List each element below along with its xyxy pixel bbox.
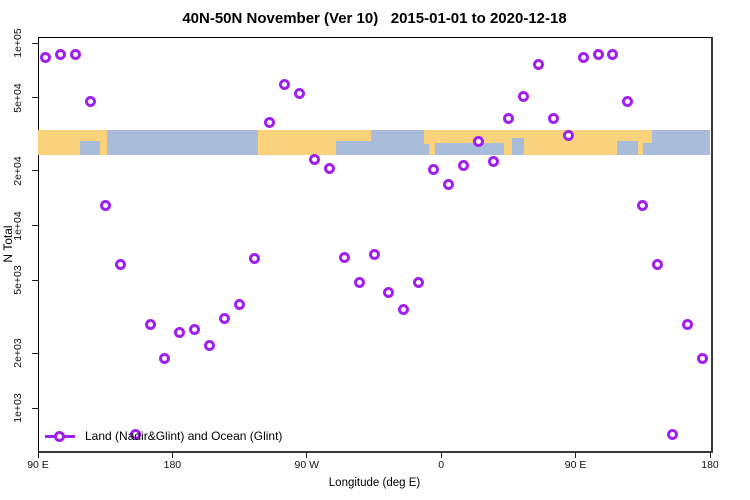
data-point xyxy=(338,251,350,263)
data-point xyxy=(249,252,261,264)
legend-label: Land (Nadir&Glint) and Ocean (Glint) xyxy=(85,429,283,443)
data-point xyxy=(473,135,485,147)
data-point xyxy=(114,259,126,271)
data-point xyxy=(413,277,425,289)
data-point xyxy=(532,58,544,70)
y-tick xyxy=(32,42,38,44)
map-band-sea xyxy=(79,140,100,155)
data-point xyxy=(652,259,664,271)
data-point xyxy=(398,304,410,316)
legend-circle-marker-icon xyxy=(54,431,65,442)
data-point xyxy=(517,91,529,103)
y-tick xyxy=(32,352,38,354)
data-point xyxy=(84,95,96,107)
data-point xyxy=(682,319,694,331)
y-tick xyxy=(32,225,38,226)
data-point xyxy=(562,130,574,142)
x-tick xyxy=(37,452,39,458)
x-tick xyxy=(440,452,442,458)
data-point xyxy=(234,299,246,311)
map-band-land xyxy=(642,130,652,143)
legend: Land (Nadir&Glint) and Ocean (Glint) xyxy=(0,0,750,443)
data-point xyxy=(697,352,709,364)
data-point xyxy=(129,428,141,440)
x-tick xyxy=(171,452,173,458)
y-tick xyxy=(32,279,38,281)
chart-title: 40N-50N November (Ver 10) 2015-01-01 to … xyxy=(182,10,567,27)
data-point xyxy=(39,52,51,64)
data-point xyxy=(458,160,470,172)
x-tick xyxy=(575,452,577,458)
data-point xyxy=(204,340,216,351)
y-tick-label: 1e+05 xyxy=(12,28,24,58)
data-point xyxy=(487,155,499,167)
data-point xyxy=(607,48,619,60)
data-point xyxy=(502,113,514,125)
x-tick-label: 0 xyxy=(438,459,445,471)
data-point xyxy=(278,78,290,90)
x-axis-title: Longitude (deg E) xyxy=(328,477,421,489)
x-tick xyxy=(306,452,308,458)
data-point xyxy=(219,312,231,324)
data-point xyxy=(353,276,365,288)
y-tick xyxy=(32,407,38,409)
plot-area xyxy=(38,37,713,453)
x-tick xyxy=(709,452,711,458)
y-tick xyxy=(32,97,38,99)
data-point xyxy=(174,327,186,339)
data-point xyxy=(69,48,81,60)
data-point xyxy=(368,249,380,261)
data-point xyxy=(577,52,589,64)
data-point xyxy=(99,200,111,212)
x-tick-label: 90 E xyxy=(27,459,49,471)
map-band-land xyxy=(335,130,371,142)
map-band-land xyxy=(257,130,336,155)
data-point xyxy=(189,324,201,336)
data-point xyxy=(293,87,305,99)
y-tick-label: 5e+03 xyxy=(12,265,24,296)
y-tick-label: 2e+03 xyxy=(12,338,24,368)
x-tick-label: 90 W xyxy=(294,459,320,471)
data-point xyxy=(428,164,440,176)
x-tick-label: 180 xyxy=(163,459,182,471)
map-band-sea xyxy=(512,137,525,155)
data-point xyxy=(547,113,559,125)
y-tick-label: 2e+04 xyxy=(12,155,24,186)
data-point xyxy=(383,286,395,298)
data-point xyxy=(622,95,634,107)
x-tick-label: 180 xyxy=(701,459,719,471)
y-tick-label: 5e+04 xyxy=(12,83,24,113)
data-point xyxy=(667,428,679,440)
data-point xyxy=(144,319,156,331)
data-point xyxy=(159,352,171,364)
data-point xyxy=(592,49,604,61)
data-point xyxy=(54,49,66,61)
x-tick-label: 90 E xyxy=(564,459,587,471)
y-axis-title: N Total xyxy=(1,225,15,263)
map-band-sea xyxy=(435,142,504,155)
data-point xyxy=(637,200,649,212)
map-band-sea xyxy=(617,140,638,155)
data-point xyxy=(443,179,455,191)
data-point xyxy=(263,117,275,129)
y-tick-label: 1e+03 xyxy=(12,393,24,423)
map-band-land xyxy=(424,130,430,144)
data-point xyxy=(308,153,320,165)
y-tick xyxy=(32,170,38,172)
data-point xyxy=(323,163,335,175)
